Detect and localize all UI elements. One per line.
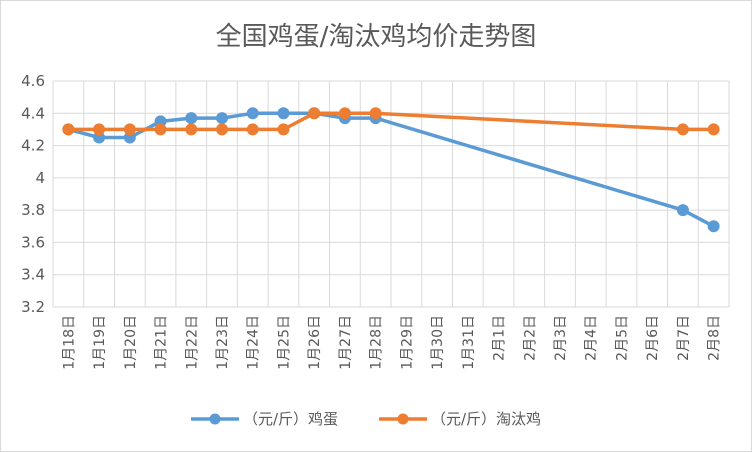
x-tick-label: 1月31日 — [461, 315, 477, 370]
data-point — [338, 107, 351, 120]
y-tick-label: 3.4 — [21, 266, 45, 284]
x-tick-label: 1月27日 — [338, 315, 354, 370]
x-tick-label: 2月2日 — [522, 315, 538, 361]
axes: 3.2 3.4 3.6 3.8 4 4.2 4.4 4.6 1月18日 1月19日 1月20日 1月2… — [21, 72, 722, 370]
y-tick-label: 3.8 — [21, 201, 45, 219]
legend-label: （元/斤）淘汰鸡 — [431, 410, 541, 428]
x-tick-label: 1月19日 — [92, 315, 108, 370]
data-point — [676, 204, 689, 217]
y-tick-label: 4.2 — [21, 137, 45, 155]
x-tick-label: 1月30日 — [430, 315, 446, 370]
x-tick-label: 2月5日 — [614, 315, 630, 361]
x-tick-label: 2月6日 — [645, 315, 661, 361]
data-point — [277, 107, 290, 120]
data-point — [93, 123, 106, 136]
data-point — [707, 220, 720, 233]
legend-marker — [209, 413, 221, 425]
data-point — [277, 123, 290, 136]
x-tick-label: 2月8日 — [707, 315, 723, 361]
data-point — [246, 107, 259, 120]
data-point — [216, 112, 228, 125]
x-tick-label: 2月4日 — [584, 315, 600, 361]
x-tick-label: 1月18日 — [61, 315, 77, 370]
data-point — [62, 123, 75, 136]
x-tick-label: 1月28日 — [369, 315, 385, 370]
x-tick-label: 1月26日 — [307, 315, 323, 370]
legend-marker — [397, 413, 409, 425]
data-point — [707, 123, 720, 136]
data-point — [123, 123, 136, 136]
x-tick-label: 2月7日 — [676, 315, 692, 361]
x-tick-label: 1月24日 — [246, 315, 262, 370]
x-tick-label: 1月25日 — [276, 315, 292, 370]
x-tick-label: 1月20日 — [123, 315, 139, 370]
data-point — [369, 107, 382, 120]
x-tick-label: 2月1日 — [492, 315, 508, 361]
y-tick-label: 3.2 — [21, 298, 45, 316]
gridlines — [52, 80, 730, 308]
x-tick-label: 2月3日 — [553, 315, 569, 361]
x-tick-label: 1月29日 — [399, 315, 415, 370]
x-tick-label: 1月22日 — [184, 315, 200, 370]
y-tick-label: 4 — [35, 169, 45, 187]
y-tick-label: 4.4 — [21, 104, 45, 122]
legend-label: （元/斤）鸡蛋 — [243, 410, 338, 428]
series-layer — [62, 107, 720, 233]
y-tick-label: 3.6 — [21, 233, 45, 251]
x-tick-label: 1月21日 — [154, 315, 170, 370]
data-point — [216, 123, 228, 136]
y-tick-label: 4.6 — [21, 72, 45, 90]
data-point — [308, 107, 321, 120]
legend: （元/斤）鸡蛋 （元/斤）淘汰鸡 — [191, 410, 541, 428]
data-point — [185, 112, 198, 125]
chart-title: 全国鸡蛋/淘汰鸡均价走势图 — [216, 22, 537, 52]
data-point — [676, 123, 689, 136]
data-point — [154, 123, 167, 136]
x-tick-label: 1月23日 — [215, 315, 231, 370]
data-point — [246, 123, 259, 136]
data-point — [185, 123, 198, 136]
